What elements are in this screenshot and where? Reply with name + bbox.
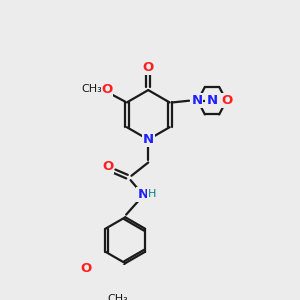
Text: O: O <box>81 262 92 275</box>
Text: O: O <box>222 94 233 107</box>
Text: N: N <box>206 94 218 107</box>
Text: O: O <box>101 83 112 96</box>
Text: N: N <box>191 94 203 107</box>
Text: H: H <box>148 189 156 199</box>
Text: CH₃: CH₃ <box>81 84 102 94</box>
Text: N: N <box>137 188 148 201</box>
Text: O: O <box>142 61 154 74</box>
Text: CH₃: CH₃ <box>107 294 128 300</box>
Text: O: O <box>102 160 113 172</box>
Text: N: N <box>143 133 154 146</box>
